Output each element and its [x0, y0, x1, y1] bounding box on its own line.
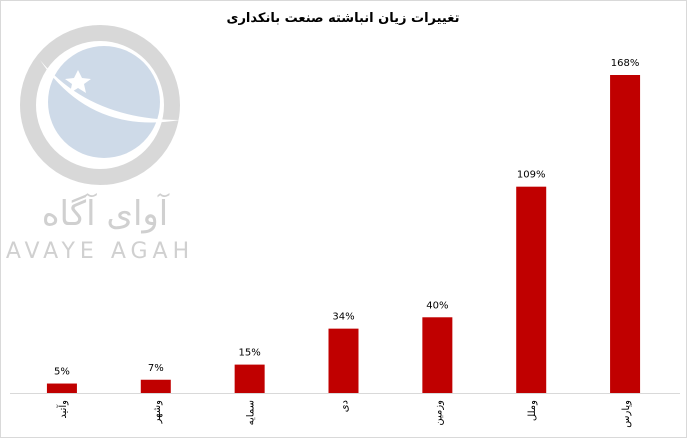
watermark-latin: AVAYE AGAH — [6, 239, 194, 264]
bar — [328, 328, 359, 393]
logo-disc — [48, 46, 160, 158]
value-label: 5% — [54, 367, 70, 378]
x-tick-label: دی — [340, 400, 351, 412]
bar — [140, 379, 171, 393]
bar — [516, 186, 547, 393]
watermark-logo — [20, 25, 180, 185]
value-label: 34% — [332, 312, 354, 323]
x-tick-label: وشهر — [152, 400, 163, 425]
bar — [234, 364, 265, 393]
chart-title: تغییرات زیان انباشته صنعت بانکداری — [227, 11, 460, 26]
logo-star — [65, 70, 91, 93]
x-tick-label: وملل — [527, 400, 538, 421]
value-label: 7% — [148, 363, 164, 374]
logo-ring — [20, 25, 180, 185]
bar — [46, 383, 77, 393]
x-tick-label: سمایه — [246, 400, 257, 425]
value-label: 168% — [611, 58, 640, 69]
x-tick-label: وزمین — [433, 400, 444, 426]
watermark-name: آوای آگاه — [42, 193, 170, 234]
bar — [610, 75, 641, 393]
x-tick-label: وآتید — [56, 400, 69, 419]
value-label: 109% — [517, 170, 546, 181]
x-tick-label: وپارس — [621, 400, 632, 428]
logo-swoosh — [40, 60, 180, 123]
value-label: 40% — [426, 300, 448, 311]
bar — [422, 317, 453, 393]
value-label: 15% — [239, 348, 261, 359]
